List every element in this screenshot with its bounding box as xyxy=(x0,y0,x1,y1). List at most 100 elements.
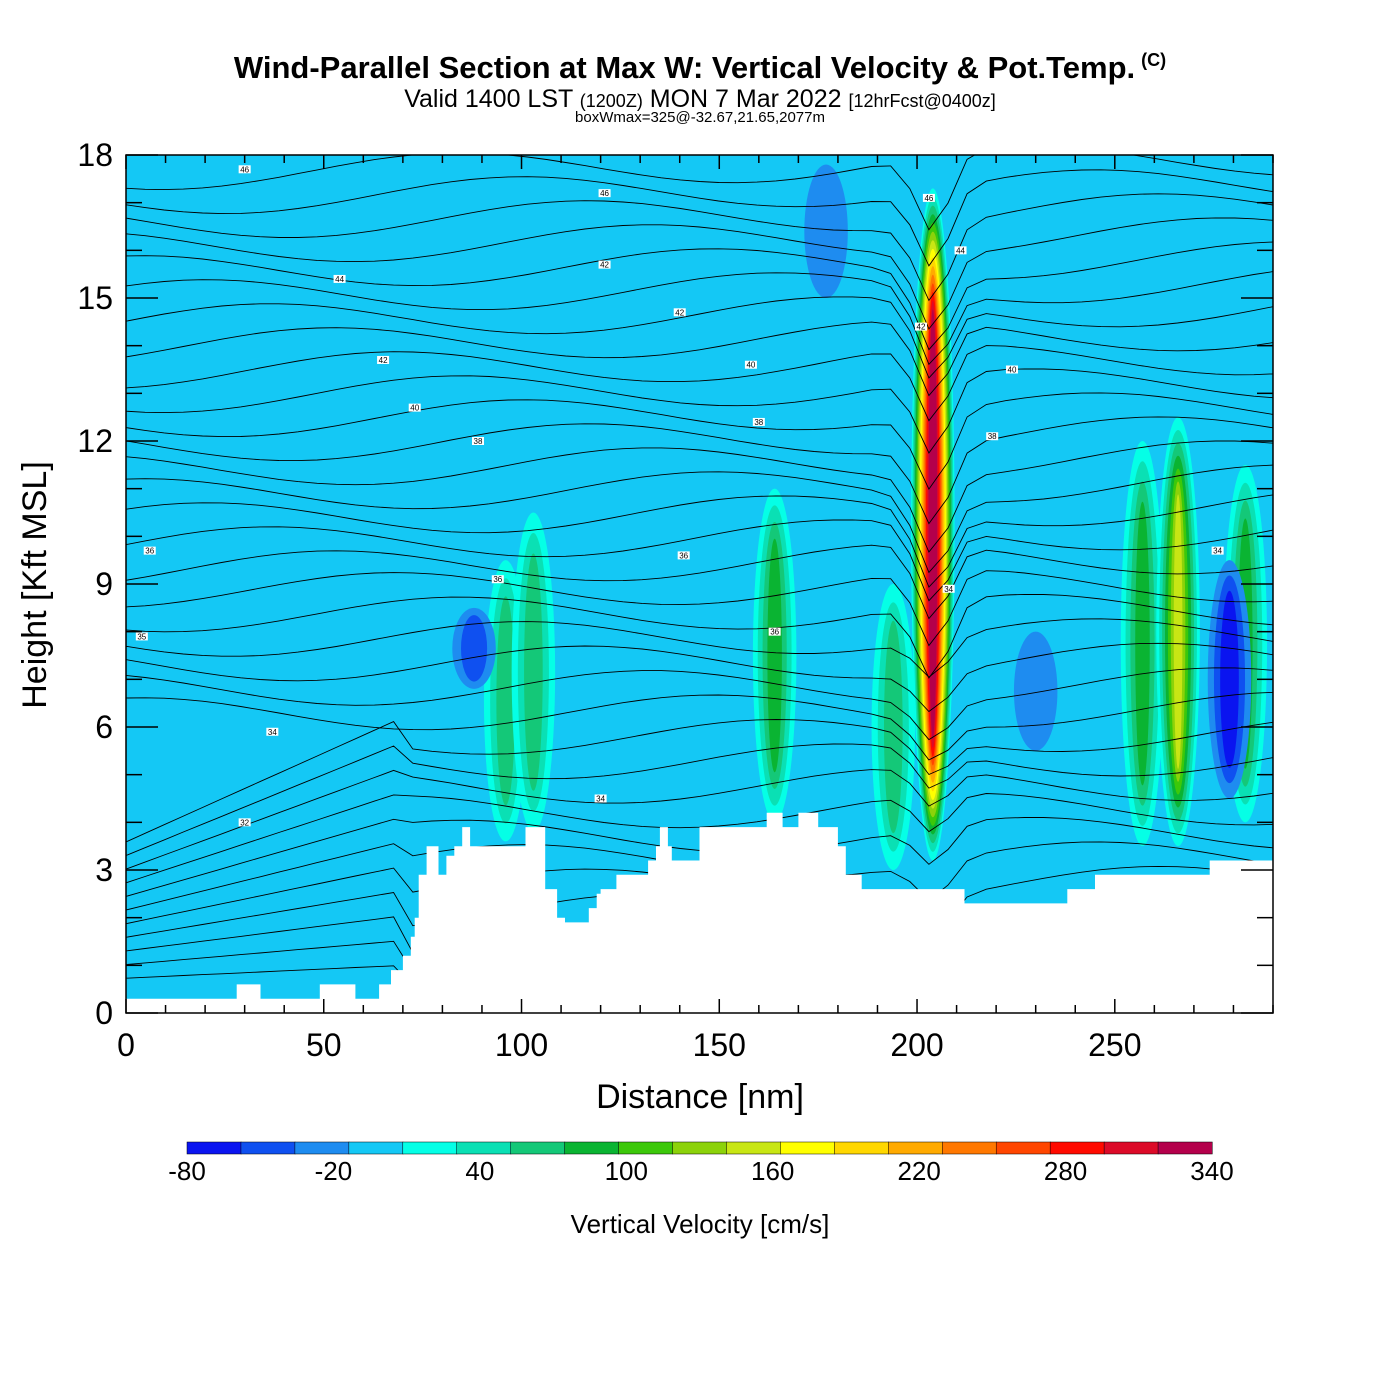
contour-label: 46 xyxy=(238,165,251,174)
x-tick-label: 200 xyxy=(890,1027,943,1063)
colorbar-swatch xyxy=(726,1141,781,1155)
x-axis-label: Distance [nm] xyxy=(596,1078,804,1116)
contour-label-text: 38 xyxy=(754,418,763,427)
contour-label-text: 40 xyxy=(410,404,419,413)
feature-level xyxy=(1013,631,1058,751)
colorbar-swatch xyxy=(1157,1141,1213,1155)
contour-label-bg xyxy=(1005,365,1018,374)
isentrope-line xyxy=(126,667,1273,741)
contour-label-text: 46 xyxy=(600,189,609,198)
isentrope-line xyxy=(126,155,1273,231)
subtitle-valid: Valid 1400 LST xyxy=(404,85,573,113)
feature-updraft-left-of-core xyxy=(871,584,916,870)
contour-label: 44 xyxy=(954,246,967,255)
isentrope-line xyxy=(126,519,1273,602)
contour-label-bg xyxy=(677,551,690,560)
chart-title-text: Wind-Parallel Section at Max W: Vertical… xyxy=(233,50,1136,85)
contour-label-bg xyxy=(594,794,607,803)
colorbar-swatch xyxy=(402,1141,458,1155)
y-tick-label: 3 xyxy=(95,852,113,888)
subtitle-utc: (1200Z) xyxy=(579,91,643,111)
contour-label-bg xyxy=(673,308,686,317)
feature-updraft-core xyxy=(911,188,955,861)
y-axis-tick-labels: 0 3 6 9 12 15 18 xyxy=(77,137,113,1031)
contour-label-text: 36 xyxy=(770,628,779,637)
contour-label-bg xyxy=(942,584,955,593)
chart-title: Wind-Parallel Section at Max W: Vertical… xyxy=(0,50,1400,86)
feature-level xyxy=(496,596,516,806)
x-tick-label: 150 xyxy=(693,1027,746,1063)
y-axis-label: Height [Kft MSL] xyxy=(16,461,54,709)
isentrope-line xyxy=(126,169,1273,267)
colorbar-tick-label: 280 xyxy=(1044,1156,1087,1186)
subtitle-date: MON 7 Mar 2022 xyxy=(649,85,842,113)
contour-label: 40 xyxy=(1005,365,1018,375)
colorbar-swatch xyxy=(1049,1141,1105,1155)
feature-updraft-mid xyxy=(752,488,797,823)
colorbar-swatch xyxy=(510,1141,566,1155)
contour-label-text: 46 xyxy=(240,165,249,174)
contour-label-bg xyxy=(768,627,781,636)
contour-label-text: 38 xyxy=(474,437,483,446)
feature-level xyxy=(524,553,543,791)
colorbar-swatch xyxy=(348,1141,404,1155)
contour-label: 42 xyxy=(673,308,686,317)
contour-label-text: 36 xyxy=(493,575,502,584)
contour-label-text: 40 xyxy=(1008,366,1017,375)
contour-label-bg xyxy=(333,274,346,283)
isentrope-line xyxy=(126,271,1273,366)
contour-label-text: 34 xyxy=(268,728,277,737)
contour-label-bg xyxy=(598,189,611,198)
contour-label: 32 xyxy=(238,818,251,827)
contour-label-bg xyxy=(143,546,156,555)
contour-label: 46 xyxy=(922,193,935,203)
feature-level xyxy=(767,538,782,773)
contour-label-bg xyxy=(752,417,765,426)
chart-subtitle: Valid 1400 LST (1200Z) MON 7 Mar 2022 [1… xyxy=(0,86,1400,114)
colorbar-label: Vertical Velocity [cm/s] xyxy=(571,1209,830,1239)
potential-temperature-contours xyxy=(126,155,1273,1012)
contour-label-text: 42 xyxy=(600,261,609,270)
contour-label: 36 xyxy=(677,551,690,560)
contour-label-text: 46 xyxy=(924,194,933,203)
feature-downdraft-mid xyxy=(1013,631,1058,751)
colorbar-tick-label: 100 xyxy=(605,1156,648,1186)
colorbar-swatch xyxy=(672,1141,728,1155)
y-tick-label: 0 xyxy=(95,995,113,1031)
contour-label: 38 xyxy=(986,432,999,441)
contour-label-bg xyxy=(914,322,927,331)
contour-label-text: 34 xyxy=(944,585,953,594)
contour-label-bg xyxy=(238,165,251,174)
contour-label-bg xyxy=(1211,546,1224,555)
contour-label: 36 xyxy=(768,627,781,637)
contour-label-bg xyxy=(598,260,611,269)
contour-label-bg xyxy=(408,403,421,412)
x-tick-label: 100 xyxy=(495,1027,548,1063)
colorbar-swatch xyxy=(294,1141,350,1155)
isentrope-line xyxy=(126,642,1273,713)
contour-label: 34 xyxy=(942,584,955,594)
contour-label-bg xyxy=(377,355,390,364)
isentrope-line xyxy=(126,241,1273,351)
colorbar-tick-label: 340 xyxy=(1190,1156,1233,1186)
isentrope-line xyxy=(126,392,1273,490)
copyright-mark: (C) xyxy=(1141,50,1167,70)
isentrope-line xyxy=(126,416,1273,525)
colorbar-swatch xyxy=(995,1141,1051,1155)
contour-label: 38 xyxy=(752,417,765,427)
isentrope-line xyxy=(126,368,1273,454)
feature-level xyxy=(1220,590,1239,768)
y-tick-label: 12 xyxy=(77,423,113,459)
contour-label-text: 42 xyxy=(379,356,388,365)
feature-level xyxy=(1173,494,1183,769)
colorbar-swatch xyxy=(618,1141,674,1155)
isentrope-line xyxy=(126,743,1273,856)
isentrope-line xyxy=(126,217,1273,330)
y-tick-label: 18 xyxy=(77,137,113,173)
contour-label: 34 xyxy=(594,794,607,804)
colorbar-swatch xyxy=(834,1141,889,1155)
contour-label-bg xyxy=(744,360,757,369)
contour-label-bg xyxy=(135,632,148,641)
isentrope-line xyxy=(126,544,1273,620)
feature-level xyxy=(930,326,935,723)
